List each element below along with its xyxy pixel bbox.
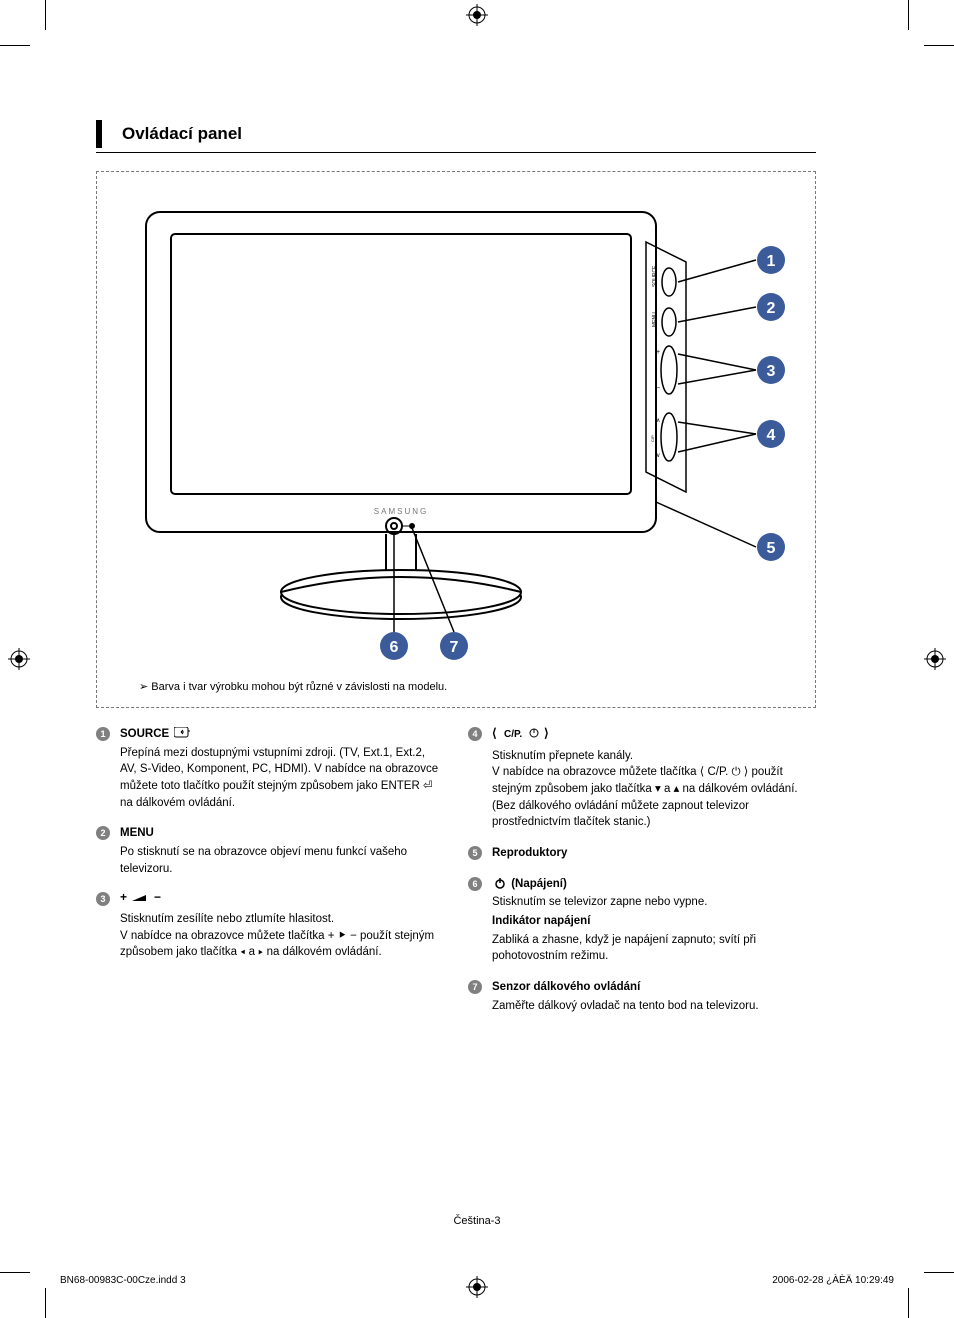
item-number-icon: 4 [468,727,482,741]
item-body2: Zabliká a zhasne, když je napájení zapnu… [492,932,816,965]
left-column: 1 SOURCE Přepíná mezi dostupnými vstupní… [96,726,444,1028]
svg-text:+: + [120,891,127,903]
svg-text:⟨: ⟨ [492,726,497,740]
svg-text:MENU: MENU [652,312,658,327]
item-number-icon: 3 [96,892,110,906]
item-body: Po stisknutí se na obrazovce objeví menu… [120,844,444,877]
item-title: SOURCE [120,728,169,740]
item-7: 7 Senzor dálkového ovládání Zaměřte dálk… [468,979,816,1014]
crop-mark [45,0,46,30]
item-body: Stisknutím se televizor zapne nebo vypne… [492,894,816,911]
item-2: 2 MENU Po stisknutí se na obrazovce obje… [96,825,444,877]
channel-glyph-icon: ⟨C/P.⟩ [492,731,562,743]
item-1: 1 SOURCE Přepíná mezi dostupnými vstupní… [96,726,444,811]
svg-text:C/P.: C/P. [650,435,655,442]
crop-mark [924,45,954,46]
brand-label: SAMSUNG [374,507,428,516]
item-title: (Napájení) [511,878,567,890]
svg-text:⟩: ⟩ [544,726,549,740]
crop-mark [908,0,909,30]
item-number-icon: 7 [468,980,482,994]
crop-mark [45,1288,46,1318]
crop-mark [0,1272,30,1273]
svg-text:−: − [656,385,660,392]
crop-mark [924,1272,954,1273]
svg-text:4: 4 [767,427,776,444]
right-column: 4 ⟨C/P.⟩ Stisknutím přepnete kanály. V n… [468,726,816,1028]
item-6: 6 (Napájení) Stisknutím se televizor zap… [468,876,816,965]
svg-text:−: − [154,891,161,903]
item-title: MENU [120,827,154,839]
registration-mark-icon [466,4,488,26]
section-header: Ovládací panel [96,120,816,153]
print-metadata: BN68-00983C-00Cze.indd 3 2006-02-28 ¿ÀÈÄ… [60,1275,894,1286]
enter-icon [174,727,190,739]
item-number-icon: 5 [468,846,482,860]
svg-text:6: 6 [390,639,399,656]
svg-text:5: 5 [767,540,776,557]
item-title: Reproduktory [492,847,567,859]
print-file: BN68-00983C-00Cze.indd 3 [60,1275,186,1286]
item-number-icon: 1 [96,727,110,741]
svg-text:7: 7 [450,639,459,656]
item-body: Zaměřte dálkový ovladač na tento bod na … [492,998,816,1015]
svg-text:1: 1 [767,253,776,270]
crop-mark [908,1288,909,1318]
svg-text:∨: ∨ [656,453,660,459]
item-4: 4 ⟨C/P.⟩ Stisknutím přepnete kanály. V n… [468,726,816,831]
section-title: Ovládací panel [122,124,242,144]
item-title: Senzor dálkového ovládání [492,981,640,993]
page-content: Ovládací panel SAMSUNG [96,120,816,1028]
diagram-footnote: Barva i tvar výrobku mohou být různé v z… [115,680,797,693]
svg-text:2: 2 [767,300,776,317]
page-number: Čeština-3 [0,1215,954,1227]
tv-diagram: SAMSUNG SOURCE [116,202,796,662]
svg-text:∧: ∧ [656,418,660,424]
item-body: Stisknutím přepnete kanály. V nabídce na… [492,748,816,831]
item-body: Stisknutím zesílíte nebo ztlumíte hlasit… [120,911,444,961]
print-date: 2006-02-28 ¿ÀÈÄ 10:29:49 [772,1275,894,1286]
section-bar-icon [96,120,102,148]
item-5: 5 Reproduktory [468,845,816,862]
item-number-icon: 6 [468,877,482,891]
item-body: Přepíná mezi dostupnými vstupními zdroji… [120,745,444,812]
svg-text:SOURCE: SOURCE [652,265,658,287]
registration-mark-icon [8,648,30,670]
item-subtitle: Indikátor napájení [492,913,816,930]
power-icon [494,877,506,889]
crop-mark [0,45,30,46]
volume-glyph-icon: +− [120,894,170,906]
svg-text:+: + [656,349,660,356]
diagram-frame: SAMSUNG SOURCE [96,171,816,708]
item-3: 3 +− Stisknutím zesílíte nebo ztlumíte h… [96,891,444,961]
registration-mark-icon [924,648,946,670]
description-columns: 1 SOURCE Přepíná mezi dostupnými vstupní… [96,726,816,1028]
svg-text:3: 3 [767,363,776,380]
item-number-icon: 2 [96,826,110,840]
svg-text:C/P.: C/P. [504,729,522,740]
